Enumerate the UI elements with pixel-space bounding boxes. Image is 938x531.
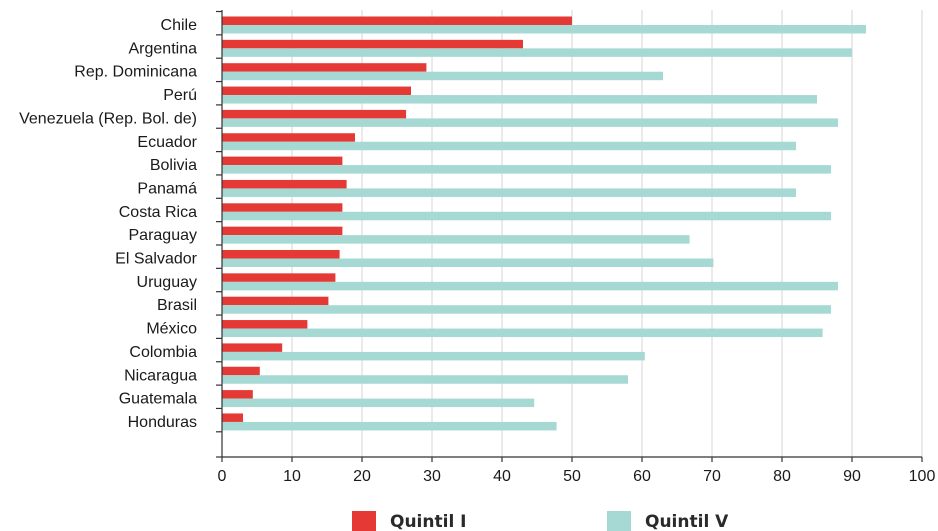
bar-quintil-v — [222, 95, 817, 104]
category-label: Brasil — [157, 297, 197, 314]
bar-quintil-v — [222, 118, 838, 127]
category-label: Bolivia — [150, 157, 197, 174]
category-label: Chile — [161, 17, 198, 34]
bar-quintil-i — [222, 63, 427, 72]
legend-swatch — [352, 511, 376, 531]
bar-quintil-v — [222, 141, 796, 151]
bar-quintil-v — [222, 71, 663, 81]
bar-quintil-v — [222, 25, 866, 34]
bar-quintil-i — [222, 250, 340, 259]
x-tick-label: 10 — [283, 468, 301, 485]
category-label: Guatemala — [119, 391, 197, 408]
axes — [216, 10, 923, 462]
legend-label: Quintil I — [390, 512, 467, 531]
category-label: Costa Rica — [119, 204, 197, 221]
bar-quintil-i — [222, 16, 572, 25]
bar-quintil-v — [222, 211, 831, 221]
bar-quintil-i — [222, 133, 355, 142]
category-label: Paraguay — [129, 227, 198, 244]
category-label: Uruguay — [137, 274, 197, 291]
bar-quintil-i — [222, 390, 253, 399]
legend: Quintil I Quintil V — [352, 511, 729, 531]
category-label: Perú — [163, 87, 197, 104]
bar-quintil-i — [222, 226, 343, 236]
bar-quintil-v — [222, 235, 690, 244]
bar-quintil-v — [222, 398, 535, 408]
category-label: El Salvador — [115, 251, 197, 268]
x-tick-label: 0 — [218, 468, 227, 485]
x-tick-labels: 0 10 20 30 40 50 60 70 80 90 100 — [218, 468, 936, 485]
category-label: Venezuela (Rep. Bol. de) — [19, 110, 197, 127]
bar-quintil-i — [222, 86, 411, 96]
bar-quintil-i — [222, 203, 343, 212]
bars — [222, 16, 866, 431]
x-tick-label: 20 — [353, 468, 371, 485]
legend-label: Quintil V — [645, 512, 729, 531]
x-tick-label: 100 — [909, 468, 936, 485]
x-tick-label: 60 — [633, 468, 651, 485]
category-label: Rep. Dominicana — [74, 64, 197, 81]
bar-quintil-i — [222, 296, 329, 306]
category-label: Ecuador — [137, 134, 197, 151]
x-tick-label: 50 — [563, 468, 581, 485]
category-label: México — [146, 321, 197, 338]
category-label: Panamá — [137, 180, 197, 197]
bar-quintil-v — [222, 351, 645, 361]
bar-quintil-i — [222, 156, 343, 166]
bar-quintil-v — [222, 305, 831, 314]
bar-quintil-i — [222, 109, 407, 119]
x-tick-label: 70 — [703, 468, 721, 485]
category-label: Nicaragua — [124, 367, 197, 384]
bar-quintil-i — [222, 179, 347, 189]
bar-quintil-i — [222, 413, 243, 422]
gridlines — [291, 10, 923, 457]
bar-quintil-v — [222, 281, 838, 291]
bar-quintil-v — [222, 258, 714, 267]
category-labels: Chile Argentina Rep. Dominicana Perú Venezue… — [19, 17, 198, 431]
x-tick-label: 80 — [773, 468, 791, 485]
bar-quintil-i — [222, 343, 283, 352]
bar-quintil-i — [222, 366, 260, 376]
category-label: Colombia — [129, 344, 197, 361]
bar-quintil-v — [222, 165, 831, 174]
bar-quintil-v — [222, 328, 823, 338]
x-tick-label: 90 — [843, 468, 861, 485]
legend-swatch — [607, 511, 631, 531]
category-label: Honduras — [128, 414, 197, 431]
bar-quintil-i — [222, 320, 308, 329]
bar-quintil-i — [222, 273, 336, 282]
x-tick-label: 30 — [423, 468, 441, 485]
bar-quintil-v — [222, 48, 852, 57]
bar-quintil-i — [222, 39, 523, 49]
bar-quintil-v — [222, 421, 557, 431]
x-tick-label: 40 — [493, 468, 511, 485]
bar-quintil-v — [222, 188, 796, 197]
category-label: Argentina — [129, 40, 198, 57]
bar-quintil-v — [222, 375, 628, 384]
